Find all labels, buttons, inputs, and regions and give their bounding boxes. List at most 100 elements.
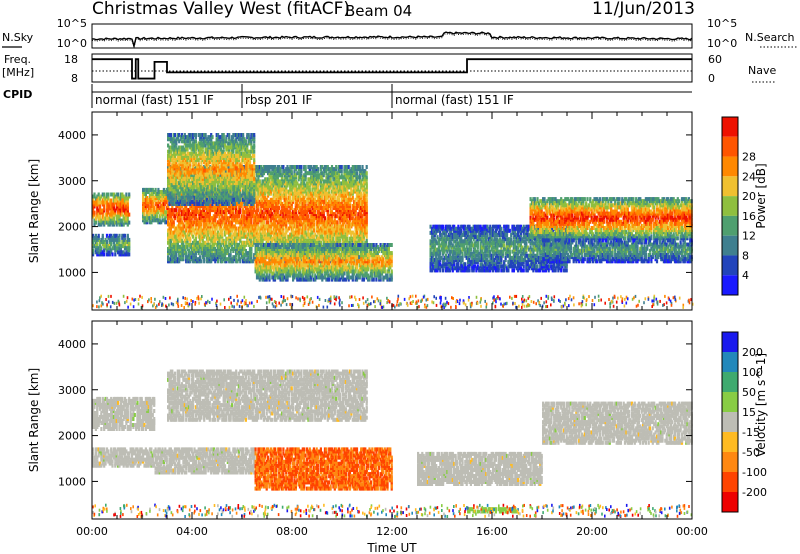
nave-tick-top: 60 [708, 53, 722, 66]
freq-label: Freq. [4, 53, 31, 66]
heatmap-cell [99, 205, 101, 209]
heatmap-cell [173, 220, 175, 224]
freq-panel: Freq. [MHz] 18 8 60 0 Nave [2, 53, 776, 85]
beam-label: Beam 04 [345, 2, 412, 20]
heatmap-cell [278, 206, 280, 210]
heatmap-cell [93, 211, 95, 215]
heatmap-cell [103, 252, 105, 256]
heatmap-cell [111, 252, 113, 256]
heatmap-cell [102, 234, 104, 238]
cpid-label: CPID [3, 88, 32, 101]
heatmap-cell [300, 165, 302, 169]
heatmap-cell [336, 220, 338, 224]
heatmap-cell [128, 252, 130, 256]
heatmap-cell [185, 251, 187, 255]
heatmap-cell [127, 203, 129, 207]
nave-label: Nave [748, 64, 776, 77]
heatmap-cell [282, 165, 284, 169]
heatmap-cell [103, 207, 105, 211]
heatmap-cell [153, 206, 155, 210]
heatmap-cell [192, 235, 194, 239]
heatmap-cell [200, 259, 202, 263]
heatmap-cell [341, 169, 343, 173]
heatmap-cell [93, 193, 95, 197]
heatmap-cell [324, 216, 326, 220]
heatmap-cell [361, 165, 363, 169]
heatmap-cell [356, 231, 358, 235]
heatmap-cell [356, 171, 358, 175]
heatmap-cell [346, 237, 348, 241]
heatmap-cell [128, 213, 130, 217]
freq-panel-frame [92, 54, 692, 82]
heatmap-cell [117, 193, 119, 197]
heatmap-cell [267, 220, 269, 224]
heatmap-cell [185, 229, 187, 233]
freq-series [92, 59, 692, 78]
heatmap-cell [163, 206, 165, 210]
heatmap-cell [235, 227, 237, 231]
noise-right-tick-bottom: 10^0 [707, 37, 737, 50]
heatmap-cell [341, 165, 343, 169]
noise-left-tick-bottom: 10^0 [57, 37, 87, 50]
noise-right-tick-top: 10^5 [707, 17, 737, 30]
heatmap-cell [124, 234, 126, 238]
heatmap-cell [291, 169, 293, 173]
heatmap-cell [175, 208, 177, 212]
noise-left-tick-top: 10^5 [57, 17, 87, 30]
freq-tick-bottom: 8 [71, 72, 78, 85]
heatmap-cell [189, 237, 191, 241]
heatmap-cell [195, 237, 197, 241]
heatmap-cell [95, 221, 97, 225]
heatmap-cell [323, 210, 325, 214]
heatmap-cell [230, 253, 232, 257]
heatmap-cell [317, 167, 319, 171]
noise-panel: N.Sky 10^5 10^0 10^5 10^0 N.Search [2, 17, 798, 50]
date-label: 11/Jun/2013 [592, 0, 695, 19]
heatmap-cell [263, 220, 265, 224]
heatmap-cell [98, 234, 100, 238]
radar-figure: Christmas Valley West (fitACF) Beam 04 1… [0, 0, 800, 554]
heatmap-cell [110, 199, 112, 203]
heatmap-cell [352, 196, 354, 200]
heatmap-cell [334, 196, 336, 200]
heatmap-cell [309, 188, 311, 192]
cpid-segment-label: rbsp 201 IF [245, 93, 312, 107]
heatmap-cell [307, 214, 309, 218]
station-title: Christmas Valley West (fitACF) [92, 0, 350, 19]
heatmap-cell [359, 165, 361, 169]
noise-sky-label: N.Sky [2, 31, 34, 44]
heatmap-cell [221, 233, 223, 237]
cpid-segment-label: normal (fast) 151 IF [95, 93, 214, 107]
heatmap-cell [348, 165, 350, 169]
heatmap-cell [200, 222, 202, 226]
heatmap-cell [125, 193, 127, 197]
noise-panel-frame [92, 24, 692, 48]
heatmap-cell [305, 165, 307, 169]
heatmap-cell [156, 214, 158, 218]
heatmap-cell [313, 222, 315, 226]
heatmap-cell [143, 212, 145, 216]
heatmap-cell [259, 179, 261, 183]
heatmap-cell [106, 240, 108, 244]
heatmap-cell [100, 246, 102, 250]
heatmap-cell [338, 198, 340, 202]
heatmap-cell [118, 238, 120, 242]
heatmap-cell [96, 242, 98, 246]
nave-tick-bottom: 0 [708, 72, 715, 85]
heatmap-cell [360, 192, 362, 196]
heatmap-cell [128, 238, 130, 242]
noise-search-label: N.Search [745, 31, 795, 44]
heatmap-cell [339, 239, 341, 243]
heatmap-cell [199, 255, 201, 259]
heatmap-cell [107, 193, 109, 197]
freq-unit-label: [MHz] [2, 66, 34, 79]
cpid-panel: CPID normal (fast) 151 IF rbsp 201 IF norm… [3, 84, 692, 108]
freq-tick-top: 18 [64, 53, 78, 66]
noise-search-series [92, 34, 692, 48]
heatmap-cell [155, 188, 157, 192]
heatmap-cell [114, 252, 116, 256]
heatmap-cell [250, 251, 252, 255]
heatmap-cell [103, 193, 105, 197]
heatmap-cell [257, 208, 259, 212]
